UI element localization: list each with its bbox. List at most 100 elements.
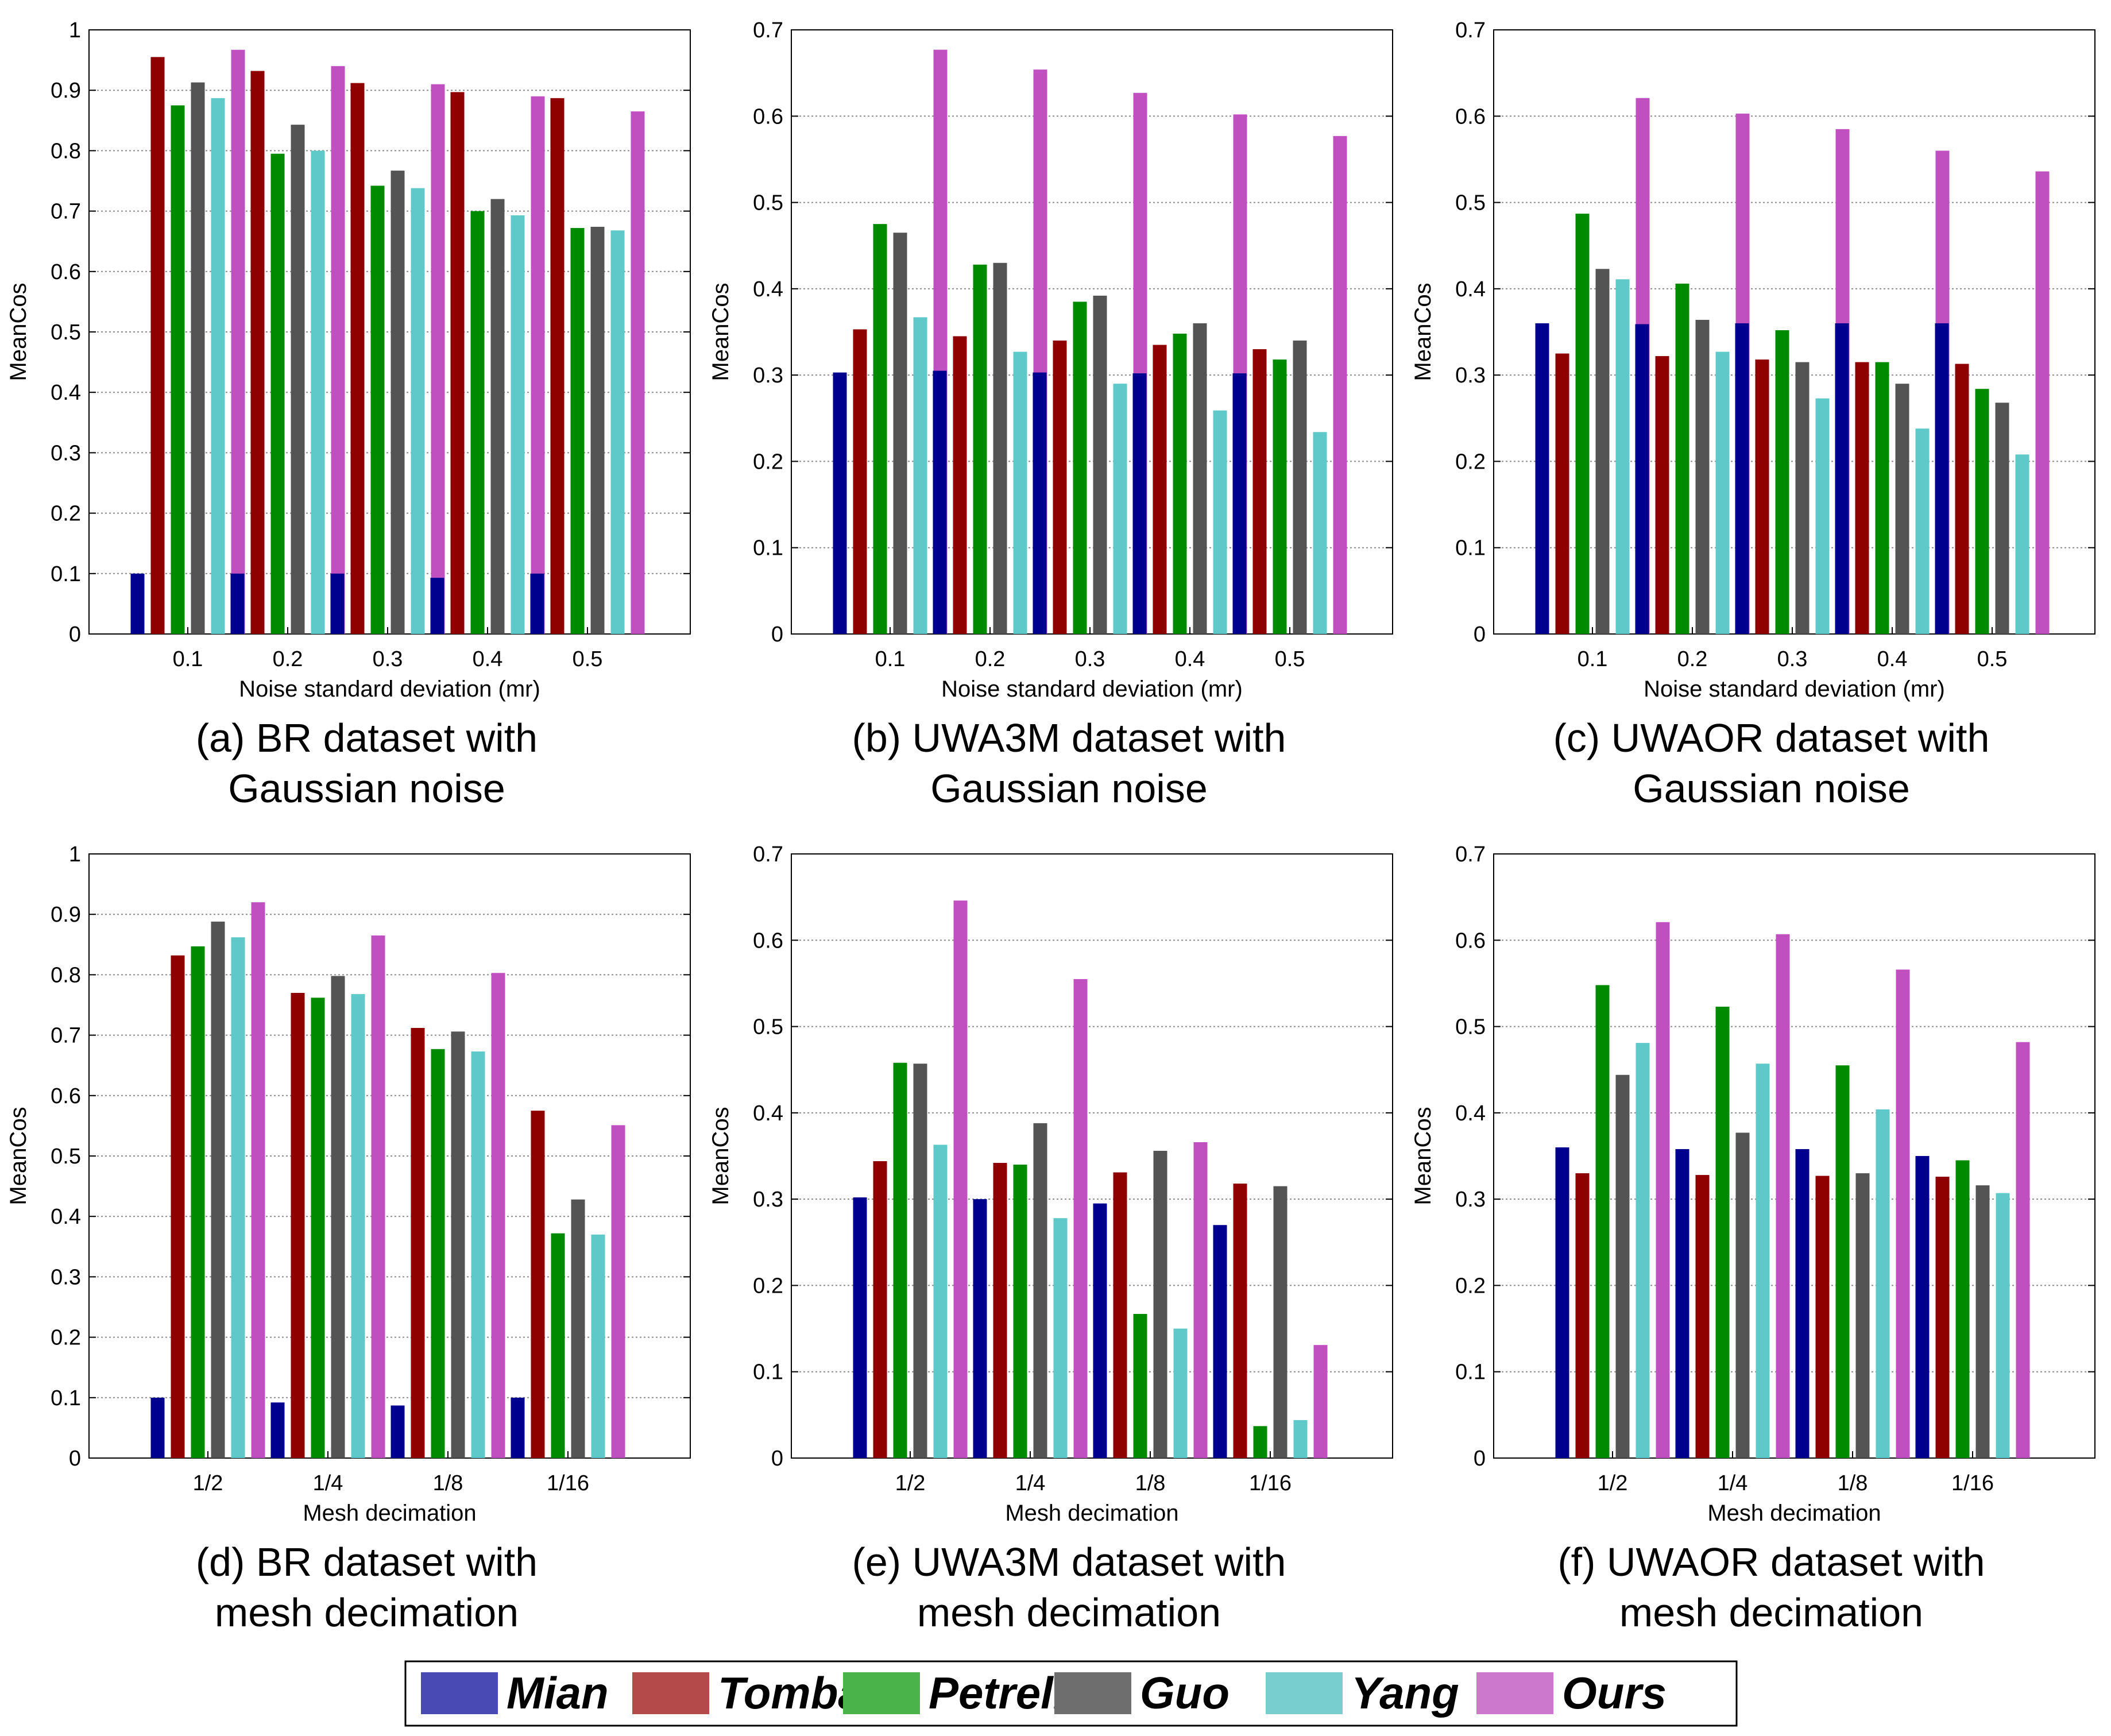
bar-petrelli (191, 946, 205, 1458)
bar-mian (1795, 1149, 1810, 1458)
x-tick-label: 0.1 (173, 647, 203, 671)
bar-petrelli (1675, 283, 1689, 635)
x-tick-label: 1/16 (1249, 1471, 1292, 1495)
bar-tombari (1252, 349, 1267, 634)
y-tick-label: 0.2 (51, 1326, 81, 1350)
bar-yang (1293, 1420, 1308, 1458)
y-tick-label: 0.5 (51, 320, 81, 345)
bar-mian (270, 1402, 285, 1458)
x-tick-label: 0.2 (273, 647, 303, 671)
bar-mian (1535, 323, 1549, 634)
bar-tombari (250, 71, 265, 634)
bar-guo (590, 226, 605, 634)
bar-yang (1615, 279, 1630, 635)
bar-petrelli (1975, 389, 1989, 634)
y-tick-label: 0.7 (51, 1024, 81, 1048)
bar-tombari (450, 92, 465, 634)
bar-guo (1895, 384, 1909, 634)
bar-guo (1273, 1186, 1288, 1458)
bar-yang (411, 188, 425, 634)
y-tick-label: 0.6 (1455, 105, 1486, 129)
bar-guo (1193, 323, 1207, 634)
x-tick-label: 1/2 (1598, 1471, 1628, 1495)
x-tick-label: 0.5 (573, 647, 603, 671)
bar-ours (1896, 969, 1910, 1458)
chart-caption: (a) BR dataset with (196, 716, 538, 760)
plot-area (88, 29, 691, 635)
y-axis-label: MeanCos (708, 283, 733, 381)
bar-mian (1213, 1225, 1227, 1458)
bar-guo (1615, 1074, 1630, 1458)
chart-caption: Gaussian noise (930, 766, 1208, 811)
y-tick-label: 0.5 (753, 191, 783, 215)
bar-mian (853, 1197, 867, 1458)
bar-petrelli (1715, 1007, 1730, 1458)
x-axis-label: Mesh decimation (1707, 1501, 1881, 1526)
bar-yang (1173, 1328, 1188, 1458)
bar-petrelli (1133, 1314, 1147, 1458)
bar-yang (933, 1145, 948, 1458)
bar-guo (291, 125, 305, 634)
legend-swatch-guo (1054, 1672, 1131, 1714)
chart-caption: (e) UWA3M dataset with (852, 1540, 1286, 1584)
bar-mian (973, 1199, 987, 1458)
bar-yang (2015, 454, 2029, 634)
bar-guo (1735, 1132, 1750, 1458)
x-tick-label: 0.3 (1777, 647, 1808, 671)
x-tick-label: 1/4 (1718, 1471, 1748, 1495)
y-tick-label: 0.2 (753, 450, 783, 474)
y-tick-label: 0.3 (1455, 1188, 1486, 1212)
bar-petrelli (270, 153, 285, 634)
chart-caption: Gaussian noise (228, 766, 505, 811)
legend-label-guo: Guo (1140, 1668, 1230, 1718)
plot-area (791, 853, 1393, 1459)
chart-panel: 0 0.1 0.2 0.3 0.4 0.5 0.6 0.7 0.1 0.2 0.3 0.4 0.5 Noi… (1410, 18, 2095, 811)
bar-guo (993, 262, 1007, 634)
bar-guo (211, 921, 225, 1458)
bar-tombari (1755, 359, 1769, 634)
bar-guo (1975, 1185, 1990, 1458)
y-tick-label: 0.1 (51, 562, 81, 586)
y-tick-label: 0.3 (753, 364, 783, 388)
bar-ours (1193, 1142, 1208, 1458)
y-axis-label: MeanCos (1410, 283, 1436, 381)
legend-swatch-mian (421, 1672, 498, 1714)
bar-yang (1876, 1109, 1890, 1458)
bar-guo (331, 976, 345, 1458)
chart-caption: (b) UWA3M dataset with (852, 716, 1286, 760)
x-axis-label: Noise standard deviation (mr) (239, 676, 540, 702)
y-tick-label: 0.4 (51, 381, 81, 405)
y-tick-label: 0.5 (753, 1015, 783, 1039)
bar-petrelli (370, 185, 385, 634)
x-tick-label: 0.3 (373, 647, 403, 671)
bar-ours (1776, 934, 1790, 1458)
y-tick-label: 0.4 (753, 1101, 783, 1126)
y-axis-label: MeanCos (1410, 1107, 1436, 1205)
y-tick-label: 0.2 (1455, 450, 1486, 474)
y-tick-label: 0.1 (1455, 1360, 1486, 1385)
bar-mian (1093, 1203, 1107, 1458)
bar-petrelli (1875, 362, 1889, 634)
x-tick-label: 0.2 (1677, 647, 1708, 671)
y-tick-label: 0.4 (753, 277, 783, 301)
x-tick-label: 1/8 (1135, 1471, 1166, 1495)
bar-yang (1815, 398, 1830, 634)
bar-petrelli (1273, 359, 1287, 634)
bar-yang (1313, 432, 1327, 634)
bar-petrelli (893, 1062, 907, 1458)
bar-yang (1715, 351, 1730, 634)
bar-petrelli (470, 211, 485, 635)
bar-yang (1756, 1064, 1770, 1458)
bar-guo (391, 171, 405, 635)
y-tick-label: 0.2 (1455, 1274, 1486, 1298)
bar-tombari (1113, 1172, 1127, 1458)
chart-panel: 0 0.1 0.2 0.3 0.4 0.5 0.6 0.7 1/2 1/4 1/8 1/16 Mesh … (1410, 842, 2095, 1635)
y-tick-label: 0 (1474, 1447, 1486, 1471)
bar-petrelli (1073, 301, 1087, 634)
bar-ours (331, 66, 345, 635)
bar-petrelli (1835, 1065, 1850, 1458)
bar-yang (1636, 1043, 1650, 1458)
bar-mian (1935, 323, 1949, 634)
bar-mian (1555, 1147, 1569, 1458)
x-tick-label: 1/4 (313, 1471, 343, 1495)
